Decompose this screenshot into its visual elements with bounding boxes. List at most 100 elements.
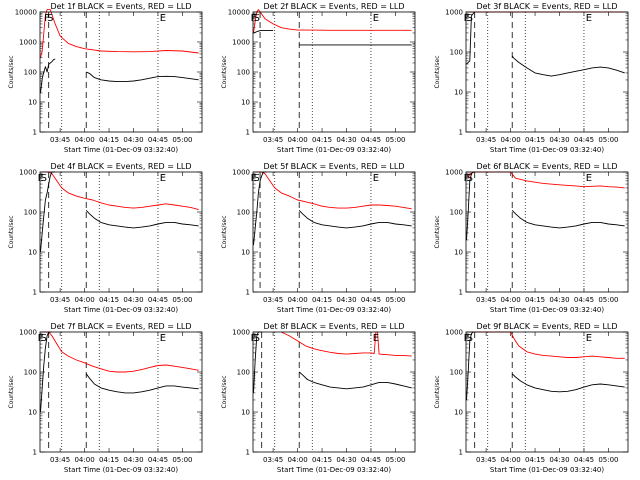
panel-5: Det 5f BLACK = Events, RED = LLD Counts/s…	[221, 162, 416, 314]
marker-label-s: S	[41, 173, 47, 184]
x-tick-label: 04:30	[123, 456, 143, 464]
x-tick-label: 05:00	[598, 296, 618, 304]
x-tick-label: 03:45	[263, 136, 283, 144]
x-tick-label: 04:30	[549, 136, 569, 144]
panel-8: Det 8f BLACK = Events, RED = LLD Counts/s…	[221, 322, 416, 474]
y-tick-label: 1000	[232, 329, 250, 337]
plot-frame	[465, 11, 629, 133]
lld-series-line	[40, 9, 199, 58]
y-tick-label: 1000	[232, 39, 250, 47]
x-axis-label: Start Time (01-Dec-09 03:32:40)	[277, 146, 391, 154]
x-tick-label: 04:45	[361, 136, 381, 144]
marker-label-f: F	[44, 13, 50, 24]
marker-label-e: E	[373, 13, 379, 24]
y-tick-label: 1	[246, 129, 250, 137]
y-tick-label: 1000	[19, 39, 37, 47]
panel-title: Det 7f BLACK = Events, RED = LLD	[50, 322, 191, 331]
x-tick-label: 03:45	[50, 456, 70, 464]
marker-label-f: F	[251, 333, 257, 344]
x-tick-label: 04:00	[287, 296, 307, 304]
x-tick-label: 03:45	[263, 456, 283, 464]
marker-label-f: F	[38, 333, 44, 344]
x-tick-label: 04:30	[336, 456, 356, 464]
x-tick-label: 03:45	[50, 136, 70, 144]
marker-label-f: F	[464, 333, 470, 344]
x-tick-label: 04:30	[123, 296, 143, 304]
x-tick-label: 04:15	[312, 296, 332, 304]
x-tick-label: 04:30	[549, 296, 569, 304]
panel-title: Det 9f BLACK = Events, RED = LLD	[476, 322, 617, 331]
y-tick-label: 10	[454, 409, 463, 417]
x-tick-label: 04:00	[500, 136, 520, 144]
y-axis-label: Counts/sec	[8, 375, 15, 408]
x-axis-label: Start Time (01-Dec-09 03:32:40)	[490, 306, 604, 314]
marker-label-f: F	[464, 13, 470, 24]
marker-label-e: E	[586, 173, 592, 184]
x-tick-label: 05:00	[385, 296, 405, 304]
panel-3: Det 3f BLACK = Events, RED = LLD Counts/s…	[434, 2, 629, 154]
panel-title: Det 1f BLACK = Events, RED = LLD	[50, 2, 191, 11]
y-tick-label: 100	[237, 369, 250, 377]
panel-title: Det 6f BLACK = Events, RED = LLD	[476, 162, 617, 171]
lld-series-line	[469, 331, 625, 359]
y-axis-label: Counts/sec	[434, 215, 441, 248]
y-tick-label: 1000	[445, 329, 463, 337]
plot-frame	[252, 11, 416, 133]
x-tick-label: 05:00	[172, 296, 192, 304]
marker-label-e: E	[586, 13, 592, 24]
x-axis-label: Start Time (01-Dec-09 03:32:40)	[277, 466, 391, 474]
y-tick-label: 100	[237, 69, 250, 77]
events-series-line	[40, 58, 199, 94]
panel-title: Det 3f BLACK = Events, RED = LLD	[476, 2, 617, 11]
x-tick-label: 04:00	[500, 296, 520, 304]
x-tick-label: 04:30	[336, 296, 356, 304]
events-series-line	[253, 171, 412, 246]
panel-title: Det 2f BLACK = Events, RED = LLD	[263, 2, 404, 11]
marker-label-e: E	[586, 333, 592, 344]
x-tick-label: 04:45	[148, 456, 168, 464]
x-tick-label: 04:30	[336, 136, 356, 144]
panel-2: Det 2f BLACK = Events, RED = LLD Counts/s…	[221, 2, 416, 154]
lld-series-line	[281, 331, 412, 357]
marker-label-f: F	[251, 13, 257, 24]
lld-series-line	[43, 331, 199, 373]
y-tick-label: 100	[450, 49, 463, 57]
y-tick-label: 1000	[445, 9, 463, 17]
marker-label-s: S	[254, 333, 260, 344]
y-axis-label: Counts/sec	[434, 375, 441, 408]
y-tick-label: 100	[237, 209, 250, 217]
y-tick-label: 10000	[15, 9, 37, 17]
y-tick-label: 10	[28, 249, 37, 257]
plot-frame	[39, 331, 203, 453]
x-tick-label: 04:15	[99, 456, 119, 464]
marker-label-s: S	[467, 173, 473, 184]
x-axis-label: Start Time (01-Dec-09 03:32:40)	[490, 466, 604, 474]
plot-frame	[465, 171, 629, 293]
y-tick-label: 1000	[232, 169, 250, 177]
x-tick-label: 04:15	[525, 136, 545, 144]
x-tick-label: 03:45	[263, 296, 283, 304]
x-tick-label: 04:30	[549, 456, 569, 464]
marker-label-s: S	[467, 333, 473, 344]
y-tick-label: 10	[241, 409, 250, 417]
x-tick-label: 03:45	[476, 296, 496, 304]
x-tick-label: 04:45	[574, 456, 594, 464]
y-tick-label: 1000	[19, 169, 37, 177]
y-tick-label: 1	[459, 129, 463, 137]
x-tick-label: 04:15	[525, 296, 545, 304]
marker-label-f: F	[251, 173, 257, 184]
y-tick-label: 10	[28, 409, 37, 417]
marker-label-s: S	[467, 13, 473, 24]
plot-frame	[252, 331, 416, 453]
x-tick-label: 04:00	[500, 456, 520, 464]
y-tick-label: 10	[28, 99, 37, 107]
x-axis-label: Start Time (01-Dec-09 03:32:40)	[64, 306, 178, 314]
x-tick-label: 03:45	[476, 136, 496, 144]
lld-series-line	[253, 9, 412, 34]
y-tick-label: 10	[241, 99, 250, 107]
x-tick-label: 04:45	[574, 136, 594, 144]
x-tick-label: 04:00	[74, 456, 94, 464]
plot-frame	[39, 11, 203, 133]
panel-title: Det 4f BLACK = Events, RED = LLD	[50, 162, 191, 171]
